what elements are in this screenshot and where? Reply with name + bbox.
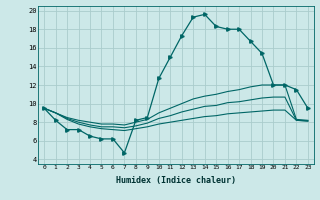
X-axis label: Humidex (Indice chaleur): Humidex (Indice chaleur) [116,176,236,185]
